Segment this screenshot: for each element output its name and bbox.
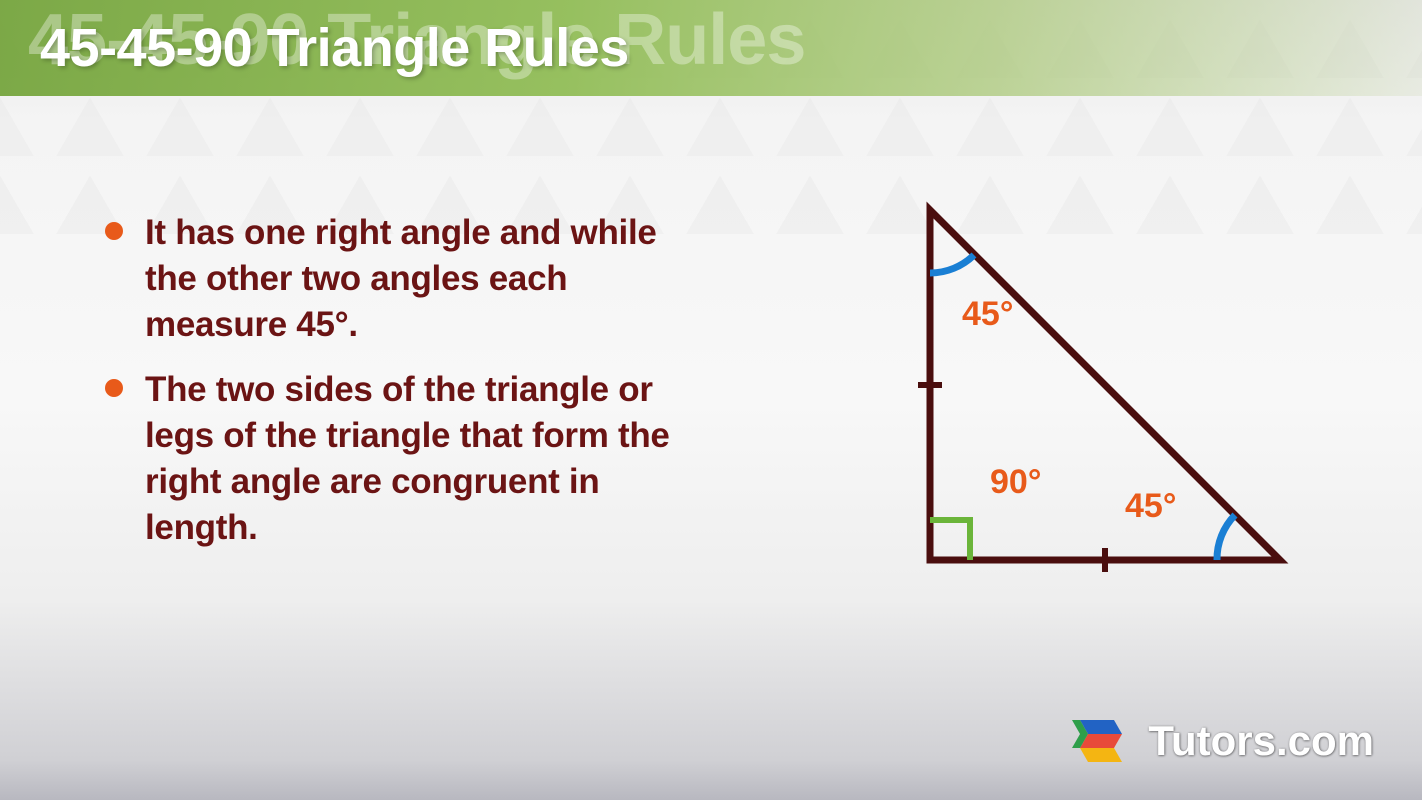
tutors-logo-icon — [1070, 710, 1132, 772]
top-angle-arc — [930, 255, 974, 273]
angle-label-bottom: 45° — [1125, 487, 1176, 526]
footer-text: Tutors.com — [1148, 717, 1374, 765]
bullet-list: It has one right angle and while the oth… — [105, 210, 695, 569]
list-item: It has one right angle and while the oth… — [105, 210, 695, 349]
angle-label-top: 45° — [962, 295, 1013, 334]
bullet-text-1: It has one right angle and while the oth… — [145, 210, 695, 349]
bottom-angle-arc — [1217, 515, 1235, 560]
angle-label-right: 90° — [990, 463, 1041, 502]
bullet-text-2: The two sides of the triangle or legs of… — [145, 367, 695, 552]
footer-branding: Tutors.com — [1070, 710, 1374, 772]
bullet-icon — [105, 222, 123, 240]
right-angle-marker — [930, 520, 970, 560]
header-bar: 45-45-90 Triangle Rules 45-45-90 Triangl… — [0, 0, 1422, 96]
page-title: 45-45-90 Triangle Rules — [40, 17, 629, 79]
triangle-outline — [930, 210, 1280, 560]
triangle-diagram: 45° 90° 45° — [850, 195, 1310, 595]
list-item: The two sides of the triangle or legs of… — [105, 367, 695, 552]
triangle-svg — [850, 195, 1310, 595]
bullet-icon — [105, 379, 123, 397]
